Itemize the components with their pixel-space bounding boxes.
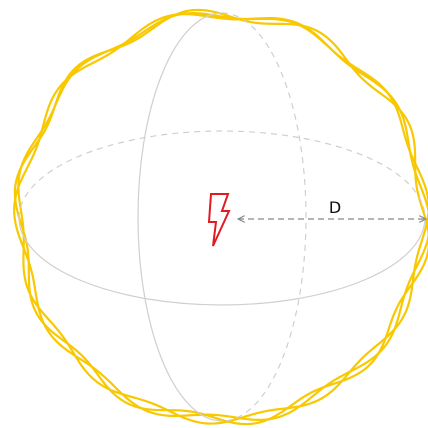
outline-wave bbox=[17, 12, 428, 425]
equator-front bbox=[18, 217, 426, 306]
lightning-icon bbox=[207, 193, 231, 247]
equator-back bbox=[18, 130, 426, 219]
meridian-front bbox=[137, 12, 223, 422]
meridian-back bbox=[221, 12, 307, 422]
radius-label: D bbox=[329, 198, 341, 217]
